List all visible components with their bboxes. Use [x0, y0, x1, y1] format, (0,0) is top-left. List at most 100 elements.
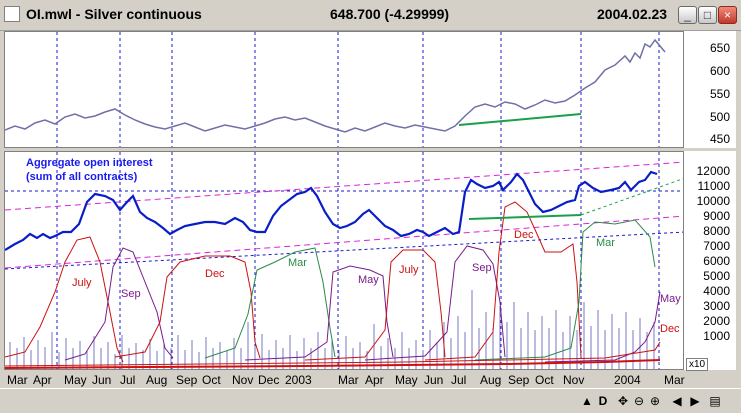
price-tick: 500: [709, 110, 730, 124]
oi-vertical-gridlines: [56, 152, 660, 369]
volume-bars: [9, 290, 655, 369]
x-tick: Mar: [7, 373, 28, 387]
oi-annotation-line2: (sum of all contracts): [26, 171, 138, 183]
contract-label-may: May: [358, 274, 379, 286]
dec-contract-curve: [114, 255, 261, 359]
price-chart-panel[interactable]: [4, 31, 684, 148]
x-tick: May: [64, 373, 87, 387]
x-tick: 2004: [614, 373, 641, 387]
oi-projection-line: [580, 178, 683, 216]
x-tick: May: [395, 373, 418, 387]
price-tick: 600: [709, 64, 730, 78]
mar-contract-curve: [204, 247, 336, 359]
oi-annotation-line1: Aggregate open interest: [26, 157, 153, 169]
x-tick: 2003: [285, 373, 312, 387]
price-tick: 550: [709, 87, 730, 101]
x-tick: Apr: [33, 373, 52, 387]
x-tick: Aug: [480, 373, 502, 387]
open-interest-svg: [5, 152, 683, 369]
price-chart-svg: [5, 32, 666, 147]
contract-label-july-2: July: [399, 264, 419, 276]
x-tick: Jul: [451, 373, 467, 387]
x-tick: Jun: [424, 373, 444, 387]
may-right-contract-curve: [544, 291, 661, 363]
zoom-in-icon[interactable]: ⊕: [649, 394, 661, 408]
july2-contract-curve: [304, 249, 446, 361]
price-tick: 450: [709, 132, 730, 146]
contract-label-dec: Dec: [205, 268, 225, 280]
move-icon[interactable]: ✥: [617, 394, 629, 408]
july-contract-curve: [5, 236, 124, 363]
sep2-contract-curve: [364, 245, 506, 361]
oi-horizontal-reference-lines: [5, 190, 683, 270]
oi-axis: 12000 11000 10000 9000 8000 7000 6000 50…: [684, 151, 736, 370]
contract-label-sep: Sep: [121, 288, 141, 300]
oi-tick: 1000: [703, 329, 730, 343]
timeframe-button[interactable]: D: [598, 394, 608, 408]
contract-label-dec-right: Dec: [660, 323, 680, 335]
mar2-contract-curve: [474, 219, 656, 361]
contract-label-july: July: [72, 277, 92, 289]
x-tick: Oct: [202, 373, 221, 387]
oi-tick: 6000: [703, 254, 730, 268]
contract-label-may-right: May: [660, 293, 681, 305]
x-tick: Nov: [232, 373, 254, 387]
oi-channel-lines: [5, 161, 683, 269]
oi-tick: 10000: [696, 194, 730, 208]
oi-tick: 7000: [703, 239, 730, 253]
title-bar: OI.mwl - Silver continuous 648.700 (-4.2…: [0, 0, 741, 31]
price-tick: 650: [709, 41, 730, 55]
x-tick: Mar: [664, 373, 685, 387]
x-tick: Aug: [146, 373, 168, 387]
x-tick: Nov: [563, 373, 585, 387]
price-readout: 648.700 (-4.29999): [330, 6, 450, 22]
minimize-button[interactable]: _: [678, 6, 697, 24]
price-vertical-gridlines: [56, 32, 660, 147]
oi-tick: 4000: [703, 284, 730, 298]
contract-label-mar: Mar: [288, 257, 307, 269]
contract-label-mar-2: Mar: [596, 237, 615, 249]
x-tick: Mar: [338, 373, 359, 387]
oi-axis-multiplier: x10: [686, 358, 709, 371]
oi-tick: 9000: [703, 209, 730, 223]
sep-contract-curve: [64, 247, 174, 361]
baseline-red-curve: [5, 359, 661, 369]
close-button[interactable]: ×: [718, 6, 737, 24]
window-title: OI.mwl - Silver continuous: [26, 6, 202, 22]
chart-icon[interactable]: [4, 6, 20, 22]
x-tick: Sep: [508, 373, 530, 387]
date-readout: 2004.02.23: [597, 6, 668, 22]
scroll-left-icon[interactable]: ◀: [672, 394, 682, 408]
price-trendline: [458, 113, 582, 126]
status-toolbar: ▲ D ✥ ⊖ ⊕ ◀ ▶ ▤: [0, 388, 741, 413]
x-tick: Apr: [365, 373, 384, 387]
x-tick: Sep: [176, 373, 198, 387]
x-tick: Jun: [92, 373, 112, 387]
oi-tick: 2000: [703, 314, 730, 328]
oi-tick: 12000: [696, 164, 730, 178]
zoom-out-icon[interactable]: ⊖: [633, 394, 645, 408]
up-arrow-icon[interactable]: ▲: [581, 394, 593, 408]
maximize-button[interactable]: □: [698, 6, 717, 24]
contract-label-dec-2: Dec: [514, 229, 534, 241]
x-tick: Oct: [535, 373, 554, 387]
scroll-right-icon[interactable]: ▶: [690, 394, 700, 408]
open-interest-panel[interactable]: [4, 151, 684, 370]
price-axis: 650 600 550 500 450: [684, 31, 736, 148]
aggregate-oi-line: [5, 170, 658, 251]
oi-annotation: Aggregate open interest (sum of all cont…: [26, 156, 153, 184]
contract-label-sep-2: Sep: [472, 262, 492, 274]
panel-icon[interactable]: ▤: [709, 394, 721, 408]
may-contract-curve: [244, 265, 394, 361]
oi-tick: 8000: [703, 224, 730, 238]
oi-tick: 11000: [697, 179, 730, 193]
x-tick: Dec: [258, 373, 280, 387]
oi-tick: 5000: [703, 269, 730, 283]
dec2-contract-curve: [424, 201, 582, 361]
x-tick: Jul: [120, 373, 136, 387]
dec-right-contract-curve: [5, 341, 661, 367]
contract-curves: [5, 201, 661, 369]
oi-tick: 3000: [703, 299, 730, 313]
oi-support-line: [468, 214, 582, 220]
price-line: [5, 38, 666, 133]
